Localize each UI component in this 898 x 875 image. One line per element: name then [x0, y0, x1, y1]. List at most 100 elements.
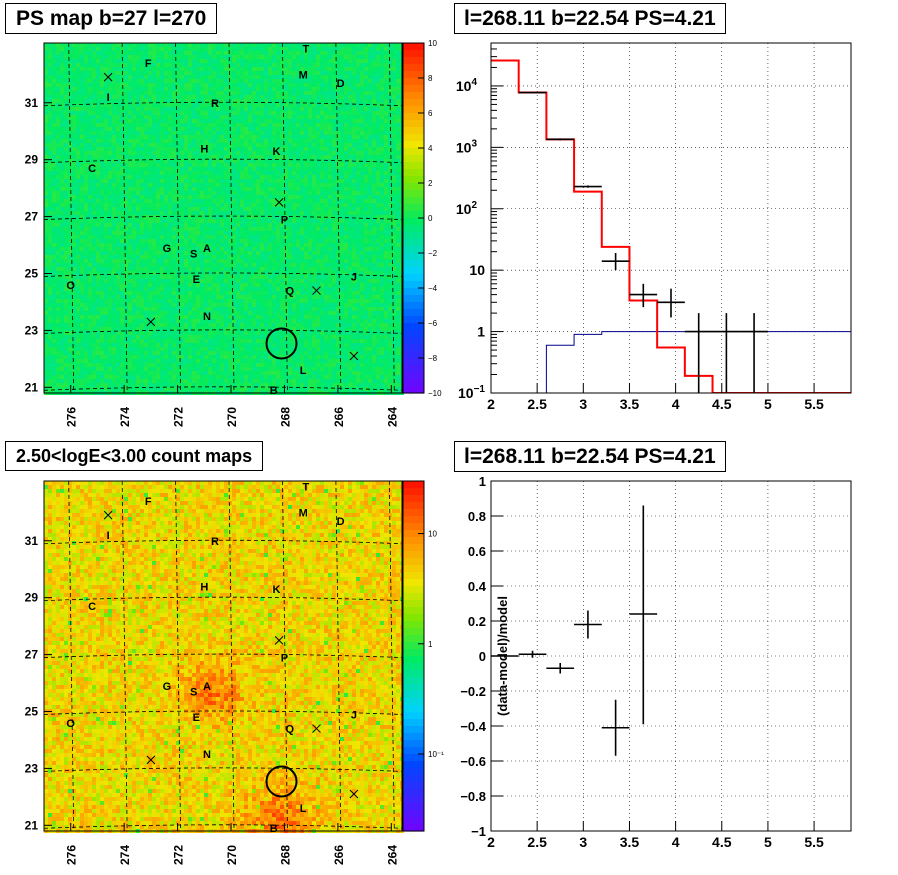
source-label: F: [145, 496, 152, 508]
source-label: L: [300, 365, 307, 377]
grid-line-l: [282, 42, 288, 394]
source-label: C: [88, 163, 96, 175]
grid-line-b: [43, 329, 403, 334]
colorbar-tick-label: 1: [428, 640, 433, 649]
colorbar-tick-label: −4: [428, 284, 438, 293]
grid-line-l: [228, 42, 235, 394]
x-tick-label: 5: [764, 834, 772, 850]
x-tick-label: 264: [385, 845, 399, 865]
colorbar-tick-label: 10: [428, 39, 437, 48]
source-label: G: [163, 681, 172, 693]
y-tick-label: 29: [25, 153, 39, 167]
grid-line-b: [43, 653, 403, 658]
y-tick-label: 0.6: [468, 544, 486, 559]
colorbar-tick-label: 8: [428, 74, 433, 83]
countmap-colorbar: 10 1 10⁻¹: [402, 480, 444, 832]
grid-line-l: [68, 42, 75, 394]
y-tick-label: −0.4: [460, 719, 486, 734]
y-tick-label: 1: [477, 324, 485, 340]
target-circle-marker: [265, 327, 298, 360]
grid-line-b: [43, 539, 403, 545]
grid-line-b: [43, 386, 403, 391]
y-tick-label: 27: [25, 648, 39, 662]
countmap-title: 2.50<logE<3.00 count maps: [5, 441, 264, 471]
source-label: R: [211, 98, 219, 110]
grid-line-l: [175, 480, 181, 832]
spectrum-grid: [490, 43, 851, 394]
colorbar-tick-label: −6: [428, 319, 438, 328]
x-tick-label: 2: [487, 396, 495, 412]
residual-points: [491, 505, 658, 756]
y-tick-label: −0.8: [460, 789, 486, 804]
x-tick-label: 276: [65, 845, 79, 865]
x-tick-label: 270: [225, 407, 239, 427]
x-tick-label: 4: [672, 834, 680, 850]
source-label: H: [200, 143, 208, 155]
spectrum-title: l=268.11 b=22.54 PS=4.21: [454, 3, 726, 34]
source-label: A: [203, 243, 211, 255]
source-label: Q: [286, 724, 295, 736]
residual-panel: 2 2.5 3 3.5 4 4.5 5 5.5 −1 −0.8 −0.6 −0.4 −0.2 0 0.2 0.…: [460, 474, 852, 850]
grid-line-b: [43, 158, 403, 164]
cross-marker: [274, 197, 284, 207]
spectrum-panel: 2 2.5 3 3.5 4 4.5 5 5.5 10−1 1 10 102 103 104: [456, 42, 852, 412]
y-tick-label: −0.2: [460, 684, 486, 699]
psmap-title: PS map b=27 l=270: [5, 3, 218, 34]
psmap-coord-grid: [43, 42, 403, 394]
y-tick-label: 1: [479, 474, 486, 489]
residual-grid: [490, 480, 851, 832]
x-tick-label: 272: [172, 845, 186, 865]
source-label: I: [107, 92, 110, 104]
x-tick-label: 264: [385, 407, 399, 427]
source-label: A: [203, 681, 211, 693]
grid-line-l: [175, 42, 181, 394]
source-label: N: [203, 749, 211, 761]
x-tick-label: 2.5: [527, 834, 547, 850]
grid-line-l: [121, 42, 128, 394]
source-label: J: [351, 271, 357, 283]
aux-model-step-line: [518, 331, 851, 393]
source-label: R: [211, 536, 219, 548]
y-tick-label: 104: [456, 77, 478, 94]
x-tick-label: 266: [332, 845, 346, 865]
x-tick-label: 274: [118, 407, 132, 427]
source-label: D: [337, 78, 345, 90]
y-tick-label: 27: [25, 210, 39, 224]
model-step-line: [491, 59, 851, 393]
grid-line-l: [335, 42, 342, 394]
source-label: E: [193, 274, 200, 286]
psmap-cells: [44, 43, 404, 395]
source-label: T: [302, 44, 309, 56]
cross-marker: [103, 510, 113, 520]
cross-marker: [349, 351, 359, 361]
colorbar-tick-label: −2: [428, 249, 438, 258]
grid-line-b: [43, 596, 403, 602]
spectrum-frame: [490, 42, 852, 394]
source-label: P: [281, 652, 288, 664]
x-tick-label: 268: [278, 407, 292, 427]
y-tick-label: 25: [25, 266, 39, 280]
source-label: S: [190, 249, 197, 261]
x-tick-label: 4: [672, 396, 680, 412]
source-label: P: [281, 214, 288, 226]
source-label: B: [270, 385, 278, 397]
grid-line-b: [43, 272, 403, 277]
source-label: N: [203, 311, 211, 323]
x-tick-label: 2.5: [527, 396, 547, 412]
grid-line-l: [282, 480, 288, 832]
x-tick-label: 5: [764, 396, 772, 412]
cross-marker: [146, 755, 156, 765]
data-errorbars: [518, 91, 768, 393]
source-label: D: [337, 516, 345, 528]
y-tick-label: 25: [25, 704, 39, 718]
psmap-frame: [43, 42, 403, 394]
y-tick-label: 0: [479, 649, 486, 664]
grid-line-l: [68, 480, 75, 832]
grid-line-l: [228, 480, 235, 832]
y-tick-label: 10−1: [458, 384, 485, 401]
countmap-cells: [44, 481, 404, 833]
x-tick-label: 266: [332, 407, 346, 427]
colorbar-tick-label: 10: [428, 530, 437, 539]
